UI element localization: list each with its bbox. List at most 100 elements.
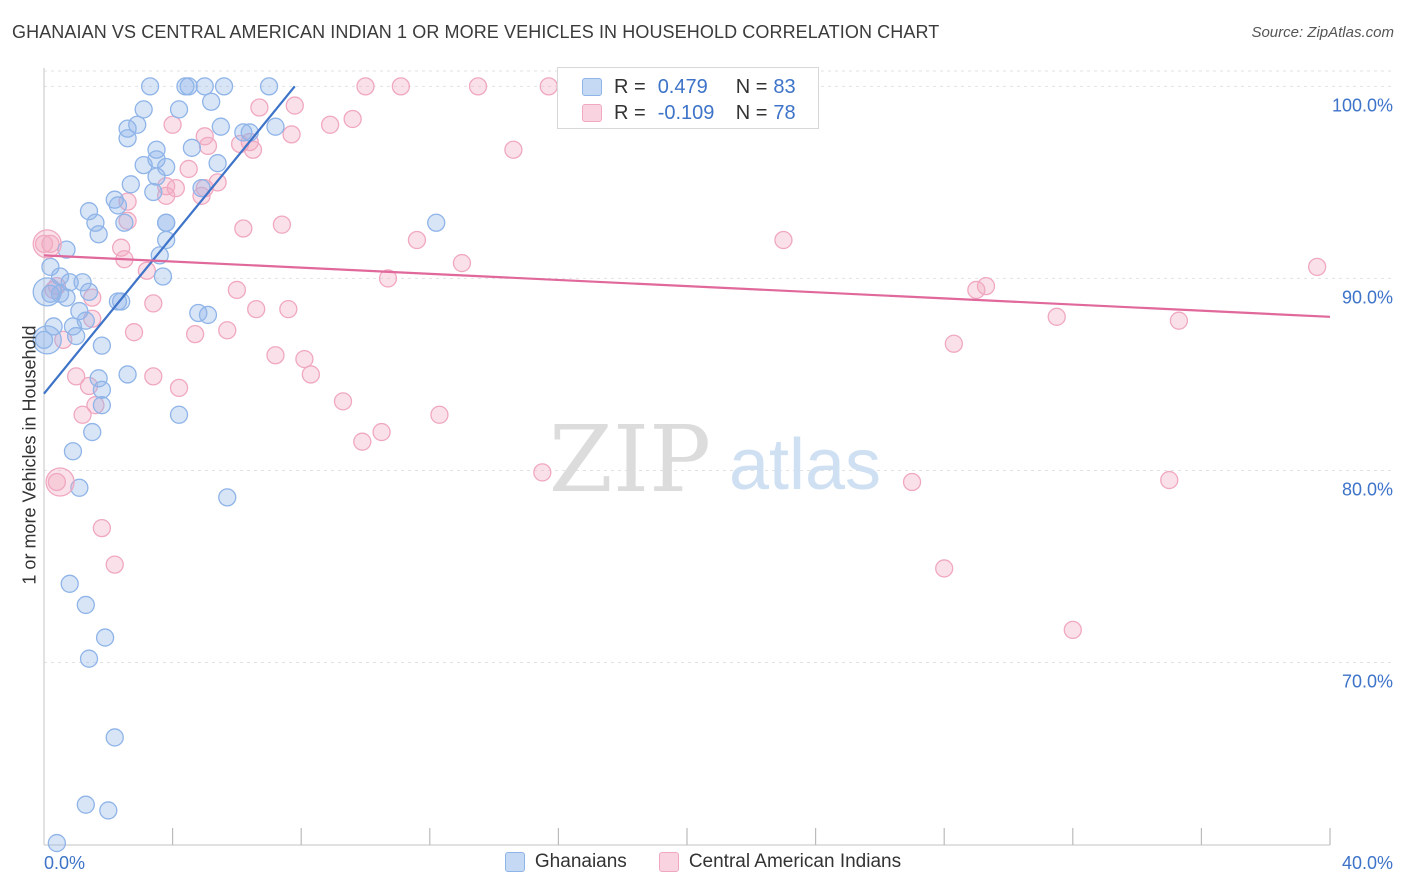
ghanaian-point xyxy=(234,123,253,142)
cai-point xyxy=(227,280,247,300)
watermark-atlas: atlas xyxy=(729,425,881,505)
large-point xyxy=(45,467,75,497)
ghanaian-point xyxy=(63,317,83,336)
grid-layer xyxy=(44,70,1392,664)
bottom-legend-swatch-ghanaians xyxy=(504,852,525,872)
ghanaian-point xyxy=(266,117,285,136)
legend-r-value: 0.479 xyxy=(657,75,708,98)
cai-point xyxy=(41,234,60,254)
cai-point xyxy=(468,77,488,96)
cai-point xyxy=(407,230,427,250)
cai-point xyxy=(234,219,253,238)
cai-point xyxy=(92,518,112,538)
ghanaian-point xyxy=(202,92,221,111)
cai-point xyxy=(504,140,523,159)
legend-n-value: 83 xyxy=(773,75,796,98)
ghanaian-point xyxy=(92,336,112,355)
cai-point xyxy=(1063,620,1082,640)
legend-n-label: N = xyxy=(735,101,768,124)
ghanaian-point xyxy=(70,478,89,497)
ghanaian-point xyxy=(57,288,76,307)
cai-point xyxy=(282,125,301,144)
ghanaian-point xyxy=(157,213,176,232)
ghanaian-point xyxy=(121,175,140,194)
ghanaian-point xyxy=(118,129,137,148)
ghanaian-point xyxy=(179,77,198,96)
ghanaian-point xyxy=(34,330,54,350)
legend-r-label: R = xyxy=(614,101,646,124)
cai-point xyxy=(320,115,340,134)
y-tick-label: 70.0% xyxy=(1342,672,1393,692)
cai-point xyxy=(250,98,269,117)
ghanaian-point xyxy=(140,77,160,96)
legend-r-label: R = xyxy=(614,75,646,98)
ghanaian-point xyxy=(67,326,86,346)
cai-point xyxy=(144,367,163,386)
legend-swatch-ghanaians xyxy=(582,78,602,96)
ghanaian-point xyxy=(79,649,99,668)
cai-point xyxy=(967,280,986,300)
ghanaian-point xyxy=(157,157,176,177)
ghanaian-point xyxy=(169,405,189,424)
ghanaian-point xyxy=(99,801,118,820)
ghanaian-point xyxy=(95,628,115,647)
ghanaian-point xyxy=(63,442,83,461)
cai-point xyxy=(105,555,124,574)
cai-point xyxy=(285,96,304,115)
ghanaian-point xyxy=(76,595,95,615)
chart-source: Source: ZipAtlas.com xyxy=(1251,24,1394,41)
cai-point xyxy=(333,392,353,411)
cai-point xyxy=(902,472,922,492)
ghanaian-point xyxy=(70,301,89,321)
cai-point xyxy=(1307,257,1327,277)
legend-n-label: N = xyxy=(735,75,768,98)
ghanaian-point xyxy=(92,396,112,415)
cai-point xyxy=(944,334,963,353)
large-point xyxy=(32,229,62,259)
ghanaian-point xyxy=(57,240,76,259)
ghanaian-point xyxy=(214,77,234,96)
cai-point xyxy=(124,323,144,342)
ghanaian-point xyxy=(118,365,137,384)
ghanaian-point xyxy=(105,190,124,209)
ghanaian-point xyxy=(427,213,446,232)
tick-label-layer: 70.0% 80.0% 90.0% 100.0% 0.0% 40.0% xyxy=(44,95,1393,873)
cai-point xyxy=(144,294,163,313)
ghanaian-point xyxy=(134,100,153,119)
cai-point xyxy=(169,378,189,398)
ghanaian-point xyxy=(157,230,176,250)
cai-point xyxy=(774,230,793,250)
watermark-zip: ZIP xyxy=(549,406,711,513)
large-point xyxy=(32,325,62,355)
ghanaian-point xyxy=(105,728,124,747)
ghanaian-point xyxy=(208,154,227,173)
cai-point xyxy=(34,234,54,254)
x-tick-label-max: 40.0% xyxy=(1342,853,1393,873)
large-point xyxy=(32,277,62,307)
ghanaian-point xyxy=(89,225,108,244)
ghanaian-point xyxy=(89,369,108,388)
cai-point xyxy=(1160,470,1179,490)
ghanaian-point xyxy=(195,77,214,96)
bottom-legend-ghanaians: Ghanaians xyxy=(504,851,627,873)
ghanaian-point xyxy=(259,77,279,96)
bottom-legend: Ghanaians Central American Indians xyxy=(0,851,1406,873)
cai-point xyxy=(279,300,298,319)
cai-point xyxy=(935,559,954,578)
cai-point xyxy=(353,432,372,451)
axis-layer xyxy=(43,68,1331,846)
ghanaian-point xyxy=(211,117,230,136)
y-tick-label: 100.0% xyxy=(1332,95,1393,115)
trend-line-cai xyxy=(43,254,1331,318)
ghanaian-point xyxy=(76,795,95,814)
ghanaian-point xyxy=(79,202,99,221)
legend-n-value: 78 xyxy=(773,101,796,124)
cai-point xyxy=(83,288,102,307)
cai-point xyxy=(218,321,237,340)
cai-point xyxy=(67,367,86,386)
bottom-legend-swatch-cai xyxy=(658,852,679,872)
y-axis-title: 1 or more Vehicles in Household xyxy=(19,325,40,585)
cai-point xyxy=(391,77,411,96)
ghanaian-point xyxy=(153,267,173,286)
ghanaian-point xyxy=(41,257,60,277)
